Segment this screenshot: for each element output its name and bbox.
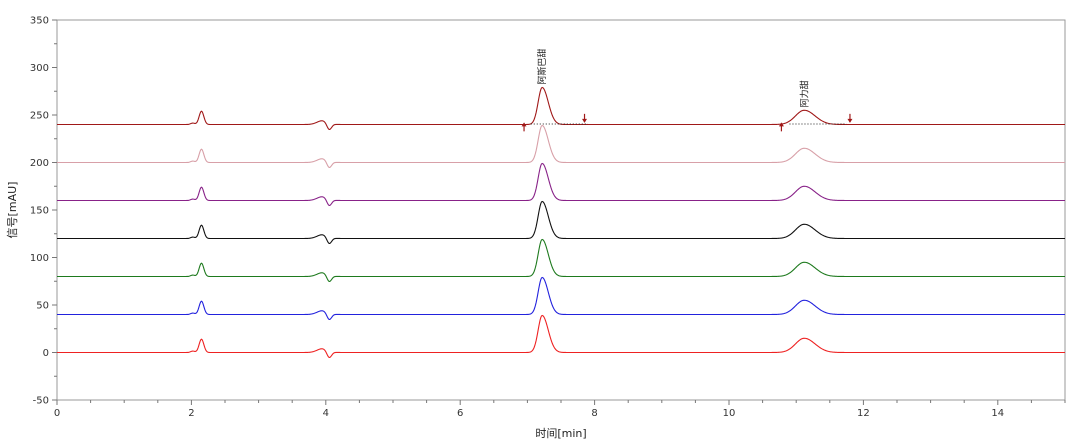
trace-6 — [57, 276, 1065, 320]
x-tick-label: 8 — [591, 408, 597, 419]
y-tick-label: 300 — [30, 63, 49, 74]
x-tick-label: 0 — [54, 408, 60, 419]
y-tick-label: 200 — [30, 158, 49, 169]
integration-marker-head — [521, 122, 527, 127]
x-tick-label: 10 — [723, 408, 736, 419]
y-axis-ticks: -50 0 50 100 150 200 250 300 350 — [30, 16, 57, 407]
plot-area — [56, 19, 1066, 401]
trace-4 — [57, 200, 1065, 244]
integration-marker-head — [778, 122, 784, 127]
y-tick-label: -50 — [33, 396, 49, 407]
peak-label-2: 阿力甜 — [798, 80, 810, 107]
x-tick-label: 2 — [188, 408, 194, 419]
trace-3 — [57, 162, 1065, 206]
x-tick-label: 14 — [991, 408, 1004, 419]
y-tick-label: 50 — [36, 301, 49, 312]
peak-label-1: 阿斯巴甜 — [536, 49, 548, 85]
x-axis-title: 时间[min] — [535, 427, 586, 440]
trace-2 — [57, 124, 1065, 168]
integration-marker-head — [582, 118, 588, 123]
integration-markers — [521, 113, 853, 132]
y-tick-label: 100 — [30, 253, 49, 264]
y-tick-label: 350 — [30, 16, 49, 27]
x-tick-label: 4 — [323, 408, 329, 419]
y-tick-label: 0 — [43, 348, 49, 359]
integration-marker-head — [847, 118, 853, 123]
trace-5 — [57, 238, 1065, 282]
x-tick-label: 12 — [857, 408, 870, 419]
y-tick-label: 250 — [30, 111, 49, 122]
x-tick-label: 6 — [457, 408, 463, 419]
y-tick-label: 150 — [30, 206, 49, 217]
x-axis-ticks: 0 2 4 6 8 10 12 14 — [54, 400, 1066, 419]
y-axis-title: 信号[mAU] — [6, 182, 19, 239]
traces — [57, 86, 1065, 358]
trace-7 — [57, 314, 1065, 358]
